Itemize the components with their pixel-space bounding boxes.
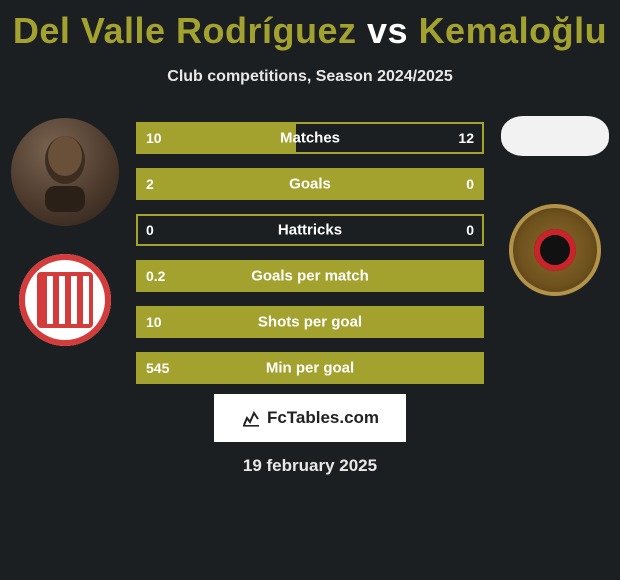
stat-label: Goals per match (136, 268, 484, 285)
stats-bars: 1012Matches 20Goals 00Hattricks 0.2Goals pe… (136, 122, 484, 398)
stat-row: 00Hattricks (136, 214, 484, 246)
stat-label: Goals (136, 176, 484, 193)
left-player-column (10, 118, 120, 346)
player-a-avatar (11, 118, 119, 226)
stat-row: 545Min per goal (136, 352, 484, 384)
right-player-column (500, 118, 610, 296)
infographic-date: 19 february 2025 (0, 456, 620, 476)
player-b-avatar-placeholder (501, 116, 609, 156)
stat-row: 20Goals (136, 168, 484, 200)
player-a-name: Del Valle Rodríguez (13, 10, 357, 51)
player-b-club-badge (509, 204, 601, 296)
stat-label: Min per goal (136, 360, 484, 377)
stat-row: 0.2Goals per match (136, 260, 484, 292)
player-silhouette-icon (30, 132, 100, 212)
stat-label: Matches (136, 130, 484, 147)
watermark-text: FcTables.com (267, 408, 379, 428)
fctables-logo-icon (241, 408, 261, 428)
vs-label: vs (367, 10, 408, 51)
season-subtitle: Club competitions, Season 2024/2025 (0, 68, 620, 86)
player-a-club-badge (19, 254, 111, 346)
stat-row: 1012Matches (136, 122, 484, 154)
stat-label: Shots per goal (136, 314, 484, 331)
player-b-name: Kemaloğlu (419, 10, 608, 51)
stat-label: Hattricks (136, 222, 484, 239)
stat-row: 10Shots per goal (136, 306, 484, 338)
fctables-watermark: FcTables.com (214, 394, 406, 442)
comparison-title: Del Valle Rodríguez vs Kemaloğlu (0, 0, 620, 52)
